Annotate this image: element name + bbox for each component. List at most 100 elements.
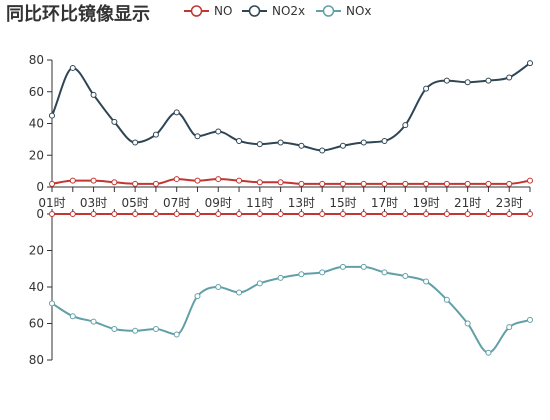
bottom-no-point[interactable]	[402, 211, 409, 217]
bottom-no-point[interactable]	[360, 211, 367, 217]
top-no2x-point[interactable]	[173, 109, 180, 116]
bottom-nox-point[interactable]	[194, 293, 201, 300]
top-no2x-point[interactable]	[485, 77, 492, 84]
top-no2x-point[interactable]	[360, 139, 367, 146]
bottom-nox-point[interactable]	[132, 327, 139, 334]
bottom-no-point[interactable]	[111, 211, 118, 217]
bottom-no-point[interactable]	[236, 211, 243, 217]
top-no-point[interactable]	[152, 180, 159, 187]
top-no2x-point[interactable]	[319, 147, 326, 154]
bottom-no-point[interactable]	[215, 211, 222, 217]
bottom-no-point[interactable]	[90, 211, 97, 217]
top-no2x-point[interactable]	[194, 133, 201, 140]
top-no2x-point[interactable]	[277, 139, 284, 146]
top-no-point[interactable]	[381, 180, 388, 187]
top-no2x-point[interactable]	[236, 137, 243, 144]
top-no2x-point[interactable]	[423, 85, 430, 92]
bottom-nox-point[interactable]	[111, 325, 118, 332]
top-no-point[interactable]	[506, 180, 513, 187]
bottom-no-point[interactable]	[132, 211, 139, 217]
top-no-point[interactable]	[485, 180, 492, 187]
bottom-nox-point[interactable]	[527, 316, 533, 323]
top-no-point[interactable]	[360, 180, 367, 187]
top-no-point[interactable]	[194, 177, 201, 184]
bottom-no-point[interactable]	[506, 211, 513, 217]
bottom-nox-point[interactable]	[339, 263, 346, 270]
bottom-nox-point[interactable]	[277, 274, 284, 281]
bottom-nox-point[interactable]	[215, 284, 222, 290]
top-no2x-point[interactable]	[256, 141, 263, 148]
legend-item-nox[interactable]: NOx	[316, 4, 372, 18]
top-no-point[interactable]	[215, 176, 222, 183]
top-no-point[interactable]	[111, 179, 118, 186]
top-no-point[interactable]	[298, 180, 305, 187]
bottom-nox-point[interactable]	[485, 349, 492, 356]
top-no2x-point[interactable]	[506, 74, 513, 81]
bottom-no-point[interactable]	[277, 211, 284, 217]
bottom-no-point[interactable]	[443, 211, 450, 217]
top-no2x-point[interactable]	[215, 128, 222, 135]
top-no-point[interactable]	[402, 180, 409, 187]
top-no2x-point[interactable]	[443, 77, 450, 84]
top-no-point[interactable]	[464, 180, 471, 187]
top-no-point[interactable]	[69, 177, 76, 184]
bottom-nox-point[interactable]	[506, 324, 513, 331]
bottom-no-point[interactable]	[423, 211, 430, 217]
bottom-nox-point[interactable]	[381, 269, 388, 276]
bottom-no-point[interactable]	[256, 211, 263, 217]
legend[interactable]: NO NO2x NOx	[184, 4, 372, 18]
bottom-nox-point[interactable]	[152, 325, 159, 332]
bottom-no-point[interactable]	[319, 211, 326, 217]
top-no2x-point[interactable]	[132, 139, 139, 146]
bottom-no-point[interactable]	[485, 211, 492, 217]
top-no2x-point[interactable]	[90, 91, 97, 98]
bottom-no-point[interactable]	[464, 211, 471, 217]
top-no2x-point[interactable]	[381, 137, 388, 144]
top-no-point[interactable]	[423, 180, 430, 187]
bottom-nox-point[interactable]	[464, 320, 471, 327]
bottom-nox-point[interactable]	[173, 331, 180, 338]
top-no2x-point[interactable]	[527, 60, 533, 67]
top-no-point[interactable]	[339, 180, 346, 187]
top-no-point[interactable]	[132, 180, 139, 187]
top-no-point[interactable]	[277, 179, 284, 186]
bottom-nox-point[interactable]	[360, 263, 367, 270]
top-no-point[interactable]	[49, 180, 55, 187]
top-no2x-point[interactable]	[298, 142, 305, 149]
top-no2x-point[interactable]	[464, 79, 471, 86]
top-no-point[interactable]	[236, 177, 243, 184]
bottom-nox-point[interactable]	[402, 273, 409, 280]
legend-item-no2x[interactable]: NO2x	[242, 4, 305, 18]
bottom-no-point[interactable]	[194, 211, 201, 217]
bottom-nox-point[interactable]	[423, 278, 430, 285]
top-no2x-point[interactable]	[339, 142, 346, 149]
bottom-nox-point[interactable]	[443, 296, 450, 303]
bottom-nox-point[interactable]	[256, 280, 263, 287]
bottom-nox-point[interactable]	[49, 300, 55, 307]
top-no-point[interactable]	[319, 180, 326, 187]
bottom-nox-point[interactable]	[236, 289, 243, 296]
top-no-point[interactable]	[173, 176, 180, 183]
bottom-no-point[interactable]	[173, 211, 180, 217]
top-no2x-point[interactable]	[152, 131, 159, 138]
bottom-nox-point[interactable]	[69, 313, 76, 320]
bottom-nox-point[interactable]	[90, 318, 97, 325]
bottom-no-point[interactable]	[152, 211, 159, 217]
top-no2x-point[interactable]	[69, 64, 76, 71]
bottom-nox-point[interactable]	[298, 271, 305, 278]
bottom-no-point[interactable]	[49, 211, 55, 217]
top-no-point[interactable]	[443, 180, 450, 187]
bottom-no-point[interactable]	[298, 211, 305, 217]
top-no2x-point[interactable]	[111, 118, 118, 125]
bottom-no-point[interactable]	[527, 211, 533, 217]
legend-item-no[interactable]: NO	[184, 4, 232, 18]
top-no2x-point[interactable]	[402, 122, 409, 129]
bottom-no-point[interactable]	[381, 211, 388, 217]
top-no-point[interactable]	[527, 177, 533, 184]
bottom-no-point[interactable]	[69, 211, 76, 217]
top-no2x-point[interactable]	[49, 112, 55, 119]
bottom-nox-point[interactable]	[319, 269, 326, 276]
top-no-point[interactable]	[90, 177, 97, 184]
top-no-point[interactable]	[256, 179, 263, 186]
bottom-no-point[interactable]	[339, 211, 346, 217]
